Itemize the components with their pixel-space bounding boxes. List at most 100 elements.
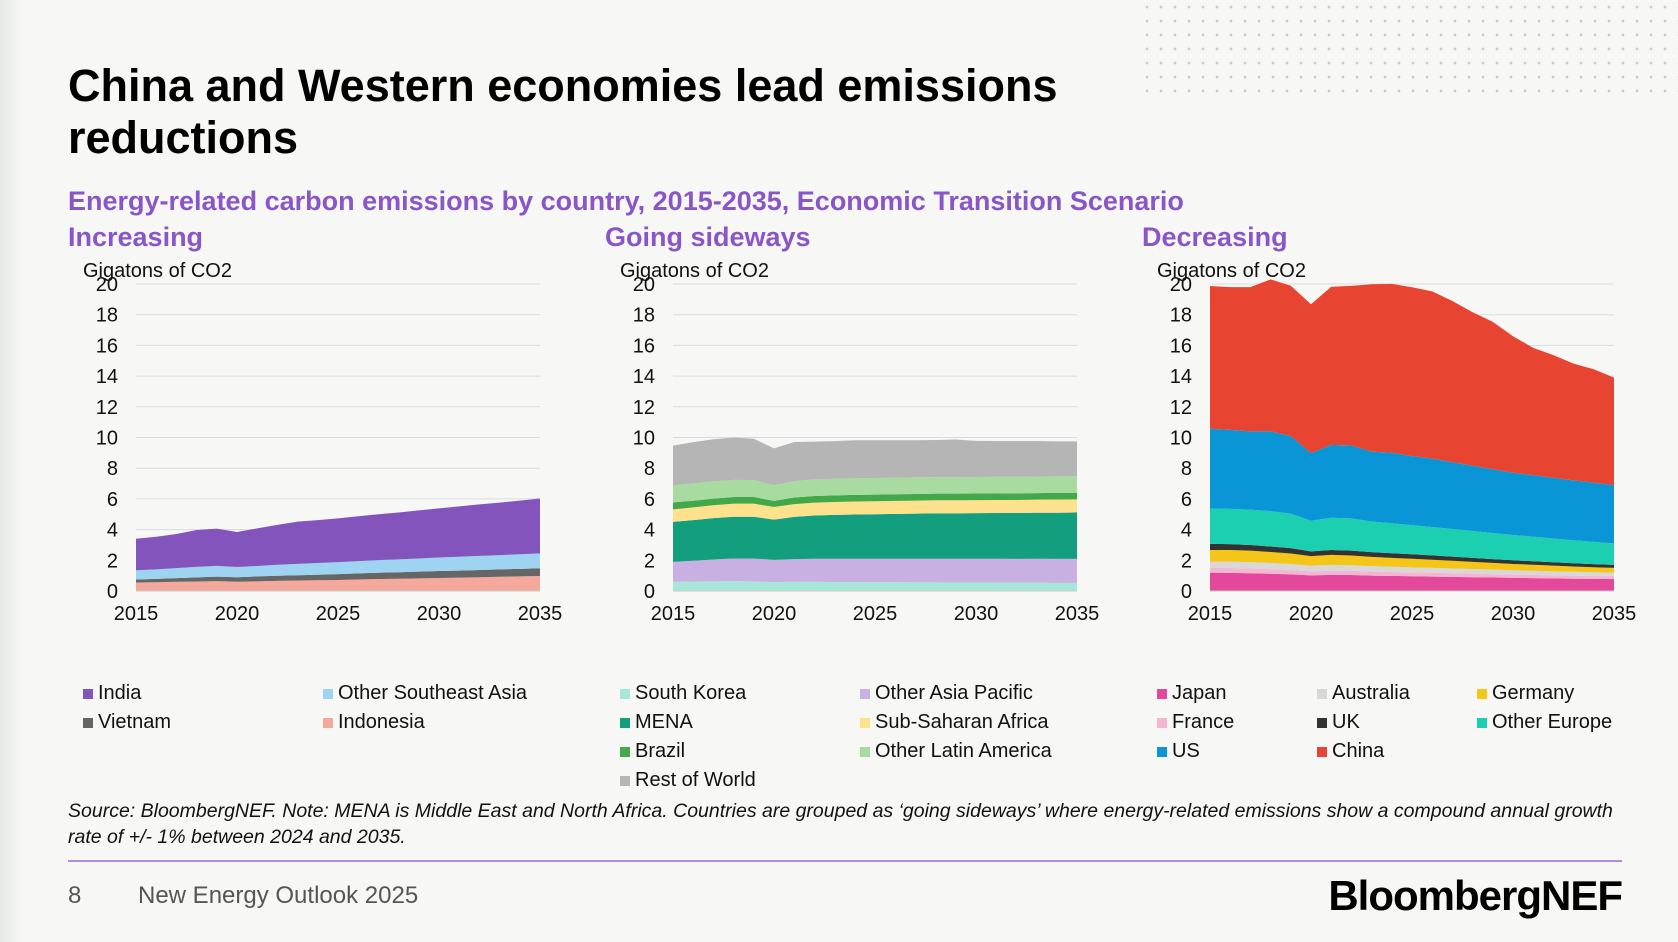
- series-area-brazil: [673, 492, 1077, 510]
- panel-title: Decreasing: [1142, 222, 1288, 252]
- legend-label: Indonesia: [338, 711, 425, 733]
- legend-swatch: [1157, 717, 1167, 728]
- legend-label: Other Asia Pacific: [875, 682, 1033, 704]
- page-number: 8: [68, 882, 82, 909]
- legend-swatch: [83, 717, 93, 728]
- series-area-uk: [1210, 543, 1614, 568]
- x-tick-label: 2035: [1055, 603, 1100, 625]
- legend-label: Other Europe: [1492, 711, 1613, 733]
- legend-item-mena: MENA: [620, 711, 860, 734]
- x-tick-label: 2015: [1188, 603, 1233, 625]
- y-tick-label: 6: [644, 489, 655, 511]
- brand-logo: BloombergNEF: [1328, 872, 1623, 919]
- legend-label: Other Latin America: [875, 740, 1052, 762]
- slide-title: China and Western economies lead emissio…: [68, 60, 1058, 163]
- y-tick-label: 14: [633, 366, 655, 388]
- series-area-japan: [1210, 572, 1614, 591]
- legend-swatch: [323, 688, 333, 699]
- legend-label: India: [98, 682, 142, 704]
- x-tick-label: 2035: [1592, 603, 1637, 625]
- chart-legend: South Korea Other Asia Pacific MENA Sub-Sah…: [620, 682, 1120, 792]
- left-shade: [0, 0, 22, 942]
- y-tick-label: 8: [107, 458, 118, 480]
- legend-item-australia: Australia: [1317, 682, 1477, 705]
- legend-item-india: India: [83, 682, 323, 705]
- y-tick-label: 10: [1170, 428, 1192, 450]
- y-tick-label: 2: [1181, 550, 1192, 572]
- series-area-south-korea: [673, 581, 1077, 591]
- series-area-other-latin-america: [673, 476, 1077, 503]
- y-tick-label: 8: [1181, 458, 1192, 480]
- series-area-other-asia-pacific: [673, 558, 1077, 583]
- panel-title: Going sideways: [605, 222, 811, 252]
- y-tick-label: 2: [644, 550, 655, 572]
- series-area-germany: [1210, 550, 1614, 573]
- y-tick-label: 8: [644, 458, 655, 480]
- decorative-dot-grid: [1140, 0, 1678, 100]
- y-tick-label: 6: [107, 489, 118, 511]
- legend-label: Australia: [1332, 682, 1410, 704]
- legend-swatch: [620, 775, 630, 786]
- y-tick-label: 18: [633, 305, 655, 327]
- y-tick-label: 2: [107, 550, 118, 572]
- y-tick-label: 20: [633, 274, 655, 296]
- legend-label: UK: [1332, 711, 1360, 733]
- stacked-area-chart: 0 2 4 6 8 10 12 14 16 18 20 2015 2020 2025 2030 2035: [1170, 274, 1637, 625]
- y-tick-label: 10: [633, 428, 655, 450]
- legend-label: Vietnam: [98, 711, 172, 733]
- stacked-area-chart: 0 2 4 6 8 10 12 14 16 18 20 2015 2020 2025 2030 2035: [633, 274, 1100, 625]
- series-area-indonesia: [136, 575, 540, 591]
- legend-item-brazil: Brazil: [620, 740, 860, 763]
- y-tick-label: 4: [1181, 520, 1192, 542]
- x-tick-label: 2020: [752, 603, 797, 625]
- legend-label: Japan: [1172, 682, 1227, 704]
- series-area-us: [1210, 428, 1614, 544]
- legend-swatch: [620, 688, 630, 699]
- legend-label: Sub-Saharan Africa: [875, 711, 1049, 733]
- legend-swatch: [620, 717, 630, 728]
- legend-item-china: China: [1317, 740, 1477, 763]
- y-tick-label: 14: [1170, 366, 1192, 388]
- series-area-china: [1210, 279, 1614, 486]
- y-tick-label: 16: [96, 335, 118, 357]
- x-tick-label: 2030: [954, 603, 999, 625]
- y-tick-label: 20: [1170, 274, 1192, 296]
- y-axis-unit-label: Gigatons of CO2: [83, 260, 232, 282]
- series-area-other-europe: [1210, 508, 1614, 565]
- series-area-australia: [1210, 561, 1614, 577]
- y-tick-label: 0: [644, 581, 655, 603]
- footer-divider: [68, 860, 1622, 862]
- chart-panel-going-sideways: Going sideways Gigatons of CO2 0 2 4 6 8 10 12…: [605, 220, 1125, 800]
- y-tick-label: 20: [96, 274, 118, 296]
- y-tick-label: 14: [96, 366, 118, 388]
- series-area-mena: [673, 512, 1077, 562]
- legend-swatch: [1477, 688, 1487, 699]
- y-tick-label: 0: [1181, 581, 1192, 603]
- y-tick-label: 4: [644, 520, 655, 542]
- legend-label: MENA: [635, 711, 693, 733]
- legend-swatch: [860, 688, 870, 699]
- legend-label: Brazil: [635, 740, 686, 762]
- legend-item-sub-saharan-africa: Sub-Saharan Africa: [860, 711, 1100, 734]
- chart-panel-increasing: Increasing Gigatons of CO2 0 2 4 6 8 10 12 14 16…: [68, 220, 588, 800]
- legend-swatch: [1157, 688, 1167, 699]
- chart-legend: India Other Southeast Asia Vietnam Indonesi…: [83, 682, 583, 734]
- x-tick-label: 2015: [114, 603, 159, 625]
- legend-item-other-southeast-asia: Other Southeast Asia: [323, 682, 563, 705]
- y-tick-label: 12: [1170, 397, 1192, 419]
- legend-item-rest-of-world: Rest of World: [620, 769, 860, 792]
- y-tick-label: 16: [1170, 335, 1192, 357]
- legend-swatch: [323, 717, 333, 728]
- series-area-india: [136, 498, 540, 571]
- x-tick-label: 2025: [316, 603, 361, 625]
- legend-item-other-latin-america: Other Latin America: [860, 740, 1100, 763]
- chart-panel-decreasing: Decreasing Gigatons of CO2 0 2 4 6 8 10 12 14 16…: [1142, 220, 1662, 800]
- y-tick-label: 10: [96, 428, 118, 450]
- legend-label: France: [1172, 711, 1235, 733]
- legend-swatch: [1317, 717, 1327, 728]
- legend-item-vietnam: Vietnam: [83, 711, 323, 734]
- legend-item-south-korea: South Korea: [620, 682, 860, 705]
- x-tick-label: 2025: [1390, 603, 1435, 625]
- legend-label: US: [1172, 740, 1200, 762]
- y-tick-label: 12: [96, 397, 118, 419]
